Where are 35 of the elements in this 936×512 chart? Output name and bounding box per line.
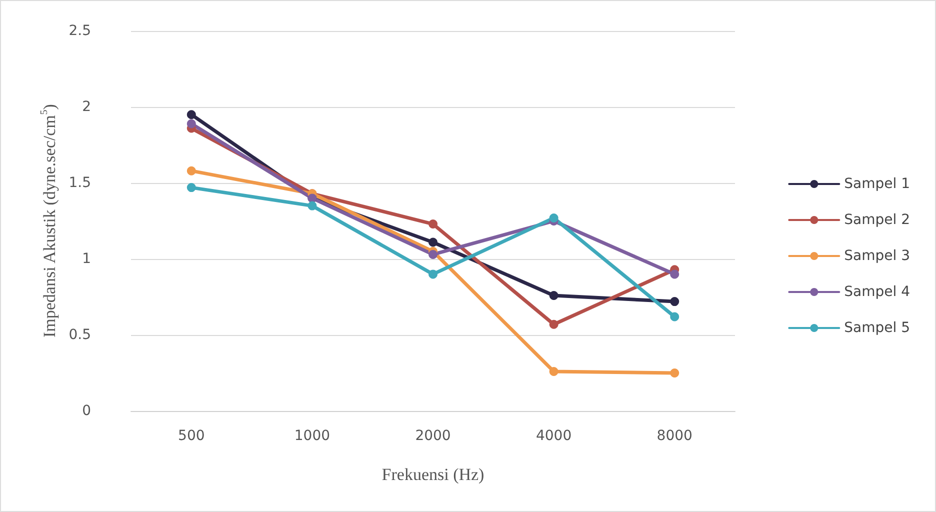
point — [186, 166, 196, 176]
x-tick-label: 1000 — [294, 428, 330, 444]
y-tick-label: 0 — [82, 403, 91, 419]
legend-label: Sampel 3 — [844, 248, 910, 264]
y-tick-label: 2.5 — [68, 23, 91, 39]
point — [549, 366, 558, 376]
point — [186, 119, 196, 128]
y-tick-label: 1.5 — [68, 175, 91, 191]
x-tick-label: 2000 — [415, 428, 451, 444]
x-axis-title: Frekuensi (Hz) — [382, 465, 484, 484]
legend-label: Sampel 1 — [844, 176, 910, 192]
point — [670, 312, 680, 322]
y-tick-label: 2 — [82, 99, 91, 115]
legend-label: Sampel 5 — [844, 320, 910, 336]
point — [186, 183, 196, 192]
x-tick-label: 4000 — [536, 428, 572, 444]
point — [428, 270, 438, 279]
point — [549, 290, 558, 300]
point — [549, 213, 558, 222]
x-tick-label: 500 — [178, 428, 205, 444]
legend-label: Sampel 2 — [844, 212, 910, 228]
y-tick-label: 1 — [82, 251, 91, 267]
point — [670, 297, 680, 306]
point — [186, 110, 196, 120]
y-axis-title: Impedansi Akustik (dyne.sec/cm5) — [38, 104, 59, 338]
point — [670, 270, 680, 279]
legend-label: Sampel 4 — [844, 284, 910, 300]
point — [549, 320, 558, 329]
point — [428, 220, 438, 229]
point — [670, 368, 680, 378]
x-tick-label: 8000 — [656, 428, 692, 444]
y-tick-label: 0.5 — [68, 327, 91, 343]
point — [428, 238, 438, 247]
point — [308, 201, 317, 210]
point — [428, 250, 438, 259]
